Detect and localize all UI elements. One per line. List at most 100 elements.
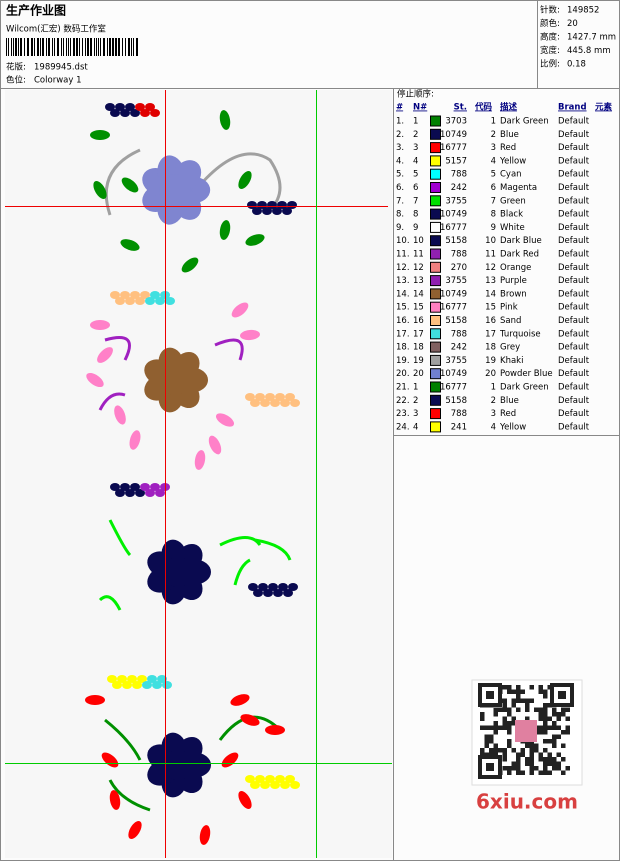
watermark: 6xiu.com xyxy=(476,790,578,814)
description: Yellow xyxy=(499,422,526,432)
needle: 19 xyxy=(413,356,424,366)
design-file: 1989945.dst xyxy=(34,63,88,73)
stop-number: 4. xyxy=(396,156,404,166)
qr-module xyxy=(561,770,566,775)
spike xyxy=(272,207,282,215)
stat-value: 1427.7 mm xyxy=(567,33,616,43)
qr-module xyxy=(525,698,530,703)
leaf xyxy=(97,347,113,363)
qr-module xyxy=(507,739,512,744)
qr-module xyxy=(520,770,525,775)
column-header: N# xyxy=(413,103,427,113)
qr-module xyxy=(511,761,516,766)
leaf xyxy=(230,694,250,706)
bar xyxy=(96,38,97,56)
stop-number: 23. xyxy=(396,409,410,419)
spike xyxy=(147,675,157,683)
spike xyxy=(275,393,285,401)
table-title: 停止顺序: xyxy=(397,89,434,100)
qr-module xyxy=(516,694,521,699)
qr-logo xyxy=(515,720,537,742)
leaf xyxy=(181,257,199,273)
color-swatch xyxy=(430,328,441,340)
bar xyxy=(11,38,12,56)
stop-number: 10. xyxy=(396,236,410,246)
description: Dark Green xyxy=(500,383,549,393)
spike xyxy=(115,103,125,111)
spike xyxy=(120,483,130,491)
spike xyxy=(115,489,125,497)
code: 11 xyxy=(485,250,496,260)
qr-module xyxy=(538,752,543,757)
needle: 3 xyxy=(413,409,418,419)
bar xyxy=(73,38,75,56)
bar xyxy=(136,38,138,56)
spike xyxy=(260,399,270,407)
qr-module xyxy=(552,725,557,730)
stop-number: 7. xyxy=(396,196,404,206)
qr-module xyxy=(552,743,557,748)
qr-module xyxy=(565,707,570,712)
qr-module xyxy=(538,730,543,735)
qr-module xyxy=(493,752,498,757)
qr-module xyxy=(525,743,530,748)
leaf xyxy=(245,234,265,246)
stop-number: 19. xyxy=(396,356,410,366)
qr-module xyxy=(538,770,543,775)
needle: 11 xyxy=(413,250,424,260)
qr-module xyxy=(493,712,498,717)
qr-module xyxy=(516,770,521,775)
description: Yellow xyxy=(499,156,526,166)
bar xyxy=(115,38,117,56)
leaf xyxy=(114,405,126,425)
stop-number: 15. xyxy=(396,303,410,313)
stop-number: 9. xyxy=(396,223,404,233)
qr-module xyxy=(534,748,539,753)
qr-module xyxy=(489,748,494,753)
qr-module xyxy=(529,752,534,757)
qr-module xyxy=(507,770,512,775)
spike xyxy=(135,103,145,111)
qr-finder xyxy=(486,691,494,699)
leaf xyxy=(265,725,285,735)
leaf xyxy=(109,790,121,810)
description: Magenta xyxy=(500,183,537,193)
color-swatch xyxy=(430,221,441,233)
qr-module xyxy=(493,707,498,712)
spike xyxy=(262,207,272,215)
qr-module xyxy=(561,730,566,735)
qr-module xyxy=(516,757,521,762)
color-swatch xyxy=(430,381,441,393)
qr-module xyxy=(543,748,548,753)
stat-label: 颜色: xyxy=(540,18,560,29)
code: 10 xyxy=(485,236,496,246)
spike xyxy=(142,681,152,689)
stitch-count: 10749 xyxy=(440,210,467,220)
leaf xyxy=(240,329,260,341)
qr-module xyxy=(552,766,557,771)
spike xyxy=(290,399,300,407)
spike xyxy=(110,109,120,117)
spike xyxy=(110,483,120,491)
bar xyxy=(100,38,101,56)
color-swatch xyxy=(430,315,441,326)
title: 生产作业图 xyxy=(6,3,66,18)
qr-module xyxy=(565,725,570,730)
qr-module xyxy=(498,725,503,730)
stitch-count: 3703 xyxy=(445,117,467,127)
bar xyxy=(98,38,99,56)
qr-module xyxy=(552,721,557,726)
code: 7 xyxy=(491,196,496,206)
color-swatch xyxy=(430,248,441,260)
petal xyxy=(159,174,191,206)
qr-module xyxy=(538,757,543,762)
leaf xyxy=(129,430,141,450)
leaf xyxy=(219,110,231,130)
spike xyxy=(112,681,122,689)
qr-module xyxy=(556,752,561,757)
description: Green xyxy=(500,196,526,206)
qr-module xyxy=(507,743,512,748)
stitch-count: 788 xyxy=(451,170,467,180)
qr-module xyxy=(525,716,530,721)
bar xyxy=(85,38,86,56)
